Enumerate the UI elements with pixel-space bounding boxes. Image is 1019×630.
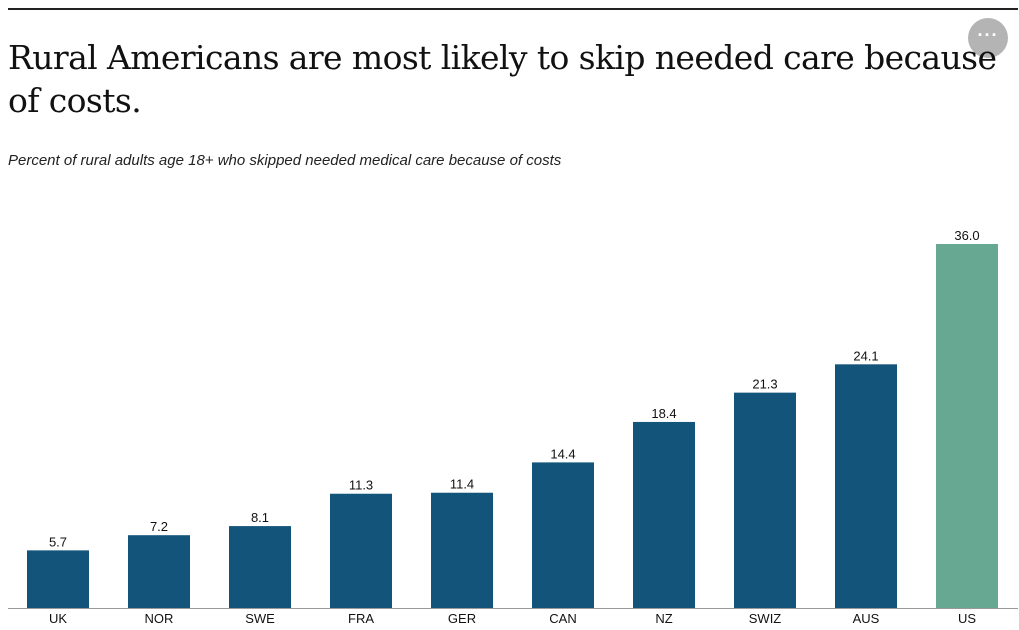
bar-nor[interactable]	[128, 535, 190, 608]
x-tick-label-swe: SWE	[245, 611, 275, 626]
x-tick-label-nor: NOR	[145, 611, 174, 626]
value-label-aus: 24.1	[853, 348, 878, 363]
bar-swe[interactable]	[229, 526, 291, 608]
value-label-ger: 11.4	[450, 477, 474, 492]
x-tick-label-ger: GER	[448, 611, 476, 626]
top-rule	[8, 8, 1018, 10]
x-tick-label-swiz: SWIZ	[749, 611, 782, 626]
x-tick-label-fra: FRA	[348, 611, 374, 626]
ellipsis-icon: ···	[977, 25, 999, 45]
value-label-uk: 5.7	[49, 534, 67, 549]
more-options-button[interactable]: ···	[968, 18, 1008, 58]
bar-ger[interactable]	[431, 492, 493, 608]
chart-title: Rural Americans are most likely to skip …	[8, 38, 997, 120]
bar-us[interactable]	[936, 244, 998, 608]
value-label-us: 36.0	[954, 228, 979, 243]
bar-swiz[interactable]	[734, 392, 796, 608]
x-tick-label-us: US	[958, 611, 976, 626]
value-label-nor: 7.2	[150, 519, 168, 534]
value-label-can: 14.4	[550, 446, 575, 461]
bar-nz[interactable]	[633, 421, 695, 608]
bar-can[interactable]	[532, 462, 594, 608]
chart-subtitle: Percent of rural adults age 18+ who skip…	[8, 152, 562, 169]
bar-fra[interactable]	[330, 493, 392, 608]
x-tick-label-nz: NZ	[655, 611, 672, 626]
value-label-nz: 18.4	[651, 406, 676, 421]
x-tick-label-aus: AUS	[853, 611, 880, 626]
x-tick-label-uk: UK	[49, 611, 67, 626]
value-label-swe: 8.1	[251, 510, 269, 525]
value-label-swiz: 21.3	[752, 377, 777, 392]
bar-uk[interactable]	[27, 550, 89, 608]
value-label-fra: 11.3	[349, 478, 373, 493]
bar-aus[interactable]	[835, 364, 897, 608]
x-tick-label-can: CAN	[549, 611, 576, 626]
